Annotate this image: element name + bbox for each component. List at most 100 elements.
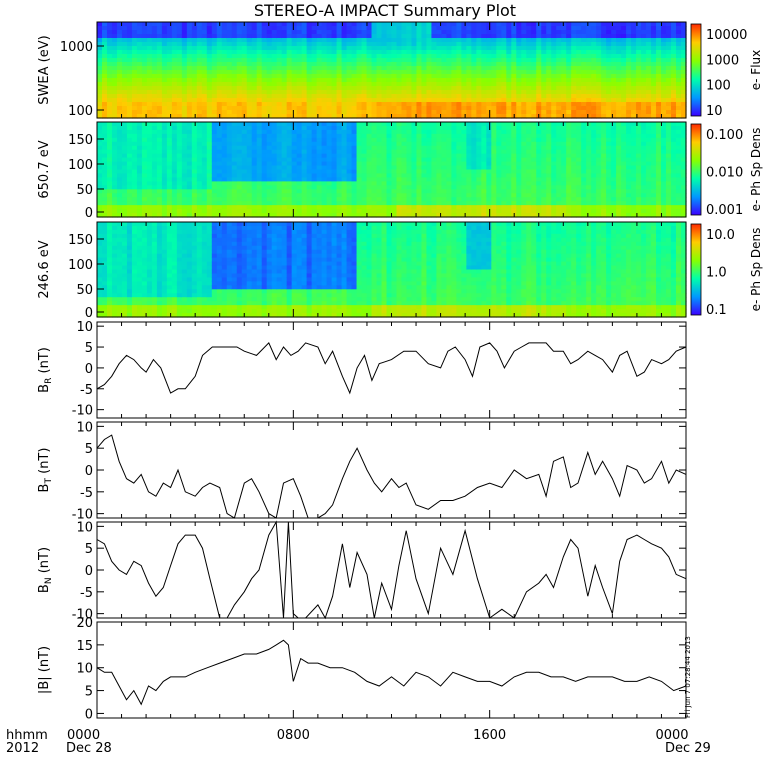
heatmap-cell	[111, 205, 118, 210]
heatmap-cell	[531, 22, 537, 27]
heatmap-cell	[561, 42, 567, 47]
heatmap-cell	[351, 50, 358, 55]
heatmap-cell	[491, 165, 497, 171]
heatmap-cell	[576, 42, 582, 47]
heatmap-cell	[291, 213, 298, 218]
heatmap-cell	[341, 62, 348, 67]
heatmap-cell	[496, 82, 502, 87]
heatmap-cell	[291, 161, 298, 167]
heatmap-cell	[521, 213, 527, 218]
heatmap-cell	[541, 30, 547, 35]
heatmap-cell	[381, 129, 388, 135]
heatmap-cell	[356, 30, 363, 35]
heatmap-cell	[541, 86, 547, 91]
heatmap-cell	[121, 94, 128, 99]
heatmap-cell	[181, 201, 188, 206]
heatmap-cell	[391, 197, 398, 202]
heatmap-cell	[406, 209, 413, 214]
heatmap-cell	[97, 30, 103, 35]
heatmap-cell	[636, 42, 642, 47]
heatmap-cell	[381, 193, 388, 198]
figure-title: STEREO-A IMPACT Summary Plot	[254, 1, 516, 20]
heatmap-cell	[221, 145, 228, 151]
heatmap-cell	[136, 122, 143, 127]
heatmap-cell	[516, 161, 522, 167]
heatmap-cell	[526, 213, 532, 218]
heatmap-cell	[331, 133, 338, 139]
heatmap-cell	[151, 26, 158, 31]
heatmap-cell	[516, 66, 522, 71]
heatmap-cell	[141, 54, 148, 59]
heatmap-cell	[101, 137, 108, 143]
heatmap-cell	[271, 46, 278, 51]
heatmap-cell	[576, 90, 582, 95]
heatmap-cell	[151, 54, 158, 59]
heatmap-cell	[376, 173, 383, 179]
heatmap-cell	[221, 193, 228, 198]
heatmap-cell	[466, 213, 472, 218]
heatmap-cell	[111, 42, 118, 47]
heatmap-cell	[97, 185, 103, 190]
heatmap-cell	[651, 114, 657, 119]
heatmap-cell	[651, 54, 657, 59]
heatmap-cell	[246, 86, 253, 91]
heatmap-cell	[496, 74, 502, 79]
heatmap-cell	[416, 110, 423, 115]
heatmap-cell	[116, 129, 123, 135]
heatmap-cell	[376, 169, 383, 175]
heatmap-cell	[656, 58, 662, 63]
heatmap-cell	[561, 58, 567, 63]
heatmap-cell	[116, 193, 123, 198]
heatmap-cell	[166, 70, 173, 75]
heatmap-cell	[166, 137, 173, 143]
heatmap-cell	[491, 46, 497, 51]
heatmap-cell	[256, 106, 263, 111]
heatmap-cell	[331, 125, 338, 131]
heatmap-cell	[116, 94, 123, 99]
heatmap-cell	[101, 102, 108, 107]
heatmap-cell	[511, 50, 517, 55]
heatmap-cell	[361, 98, 368, 103]
heatmap-cell	[331, 82, 338, 87]
heatmap-cell	[446, 209, 452, 214]
heatmap-cell	[146, 129, 153, 135]
heatmap-cell	[481, 50, 487, 55]
heatmap-cell	[616, 102, 622, 107]
heatmap-cell	[151, 185, 158, 190]
heatmap-cell	[201, 62, 208, 67]
heatmap-cell	[286, 122, 293, 127]
heatmap-cell	[141, 22, 148, 27]
heatmap-cell	[506, 50, 512, 55]
heatmap-cell	[111, 197, 118, 202]
heatmap-cell	[121, 62, 128, 67]
heatmap-cell	[351, 106, 358, 111]
heatmap-cell	[511, 209, 517, 214]
heatmap-cell	[326, 185, 333, 190]
heatmap-cell	[546, 50, 552, 55]
heatmap-cell	[396, 201, 403, 206]
heatmap-cell	[426, 177, 433, 182]
heatmap-cell	[541, 169, 547, 175]
heatmap-cell	[111, 86, 118, 91]
heatmap-cell	[396, 94, 403, 99]
heatmap-cell	[671, 94, 677, 99]
heatmap-cell	[171, 42, 178, 47]
heatmap-cell	[531, 54, 537, 59]
heatmap-cell	[321, 94, 328, 99]
heatmap-cell	[296, 94, 303, 99]
heatmap-cell	[336, 181, 343, 186]
heatmap-cell	[441, 66, 448, 71]
heatmap-cell	[621, 42, 627, 47]
heatmap-cell	[281, 169, 288, 175]
heatmap-cell	[376, 22, 383, 27]
heatmap-cell	[326, 145, 333, 151]
heatmap-cell	[311, 205, 318, 210]
heatmap-cell	[471, 42, 477, 47]
heatmap-cell	[251, 106, 258, 111]
heatmap-cell	[516, 209, 522, 214]
heatmap-cell	[206, 58, 213, 63]
heatmap-cell	[566, 98, 572, 103]
heatmap-cell	[481, 201, 487, 206]
heatmap-cell	[121, 22, 128, 27]
heatmap-cell	[581, 62, 587, 67]
